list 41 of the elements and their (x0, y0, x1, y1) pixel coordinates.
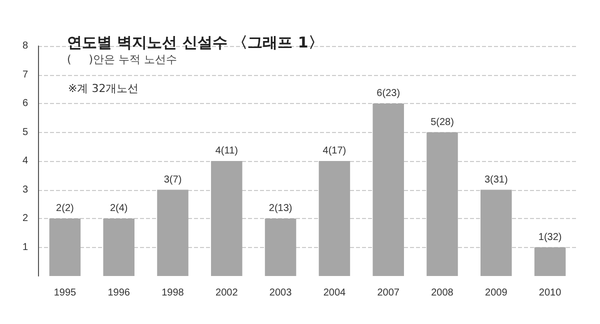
y-tick-label: 4 (22, 156, 28, 166)
y-tick-label: 3 (22, 184, 28, 196)
data-label: 5(28) (430, 116, 454, 128)
data-label: 3(7) (164, 174, 182, 186)
x-tick-label: 2004 (323, 288, 346, 298)
x-tick-label: 2010 (538, 288, 562, 298)
chart-title: 연도별 벽지노선 신설수 〈그래프 1〉 (67, 34, 324, 52)
y-tick-label: 2 (22, 213, 28, 224)
y-tick-label: 8 (22, 40, 28, 52)
data-label: 4(11) (215, 146, 238, 156)
bar (426, 132, 458, 276)
bar (318, 161, 350, 276)
bar (372, 104, 404, 276)
bar (103, 218, 134, 276)
x-tick-label: 1996 (108, 288, 130, 298)
data-label: 2(2) (56, 203, 74, 214)
y-tick-label: 6 (22, 98, 28, 109)
x-tick-label: 2002 (216, 288, 238, 298)
bar (211, 161, 242, 276)
data-label: 6(23) (376, 88, 400, 99)
y-tick-label: 5 (22, 126, 28, 138)
x-tick-label: 1998 (162, 288, 184, 298)
bar (264, 218, 296, 276)
x-tick-label: 2008 (431, 288, 454, 298)
data-label: 3(31) (484, 174, 508, 186)
x-tick-label: 1995 (54, 288, 77, 298)
x-tick-label: 2007 (377, 288, 400, 298)
data-label: 1(32) (538, 232, 562, 243)
x-tick-label: 2009 (485, 288, 508, 298)
y-tick-label: 7 (22, 69, 28, 80)
data-label: 2(4) (110, 203, 128, 214)
bar (49, 218, 81, 276)
annotation: ※계 32개노선 (68, 82, 139, 95)
y-tick-label: 1 (22, 242, 28, 253)
data-label: 4(17) (322, 146, 346, 156)
bar (157, 190, 188, 276)
bar (480, 190, 512, 276)
data-label: 2(13) (268, 203, 292, 214)
bar (534, 247, 566, 276)
x-tick-label: 2003 (269, 288, 292, 298)
text: ( )안은 누적 노선수 (67, 53, 178, 66)
